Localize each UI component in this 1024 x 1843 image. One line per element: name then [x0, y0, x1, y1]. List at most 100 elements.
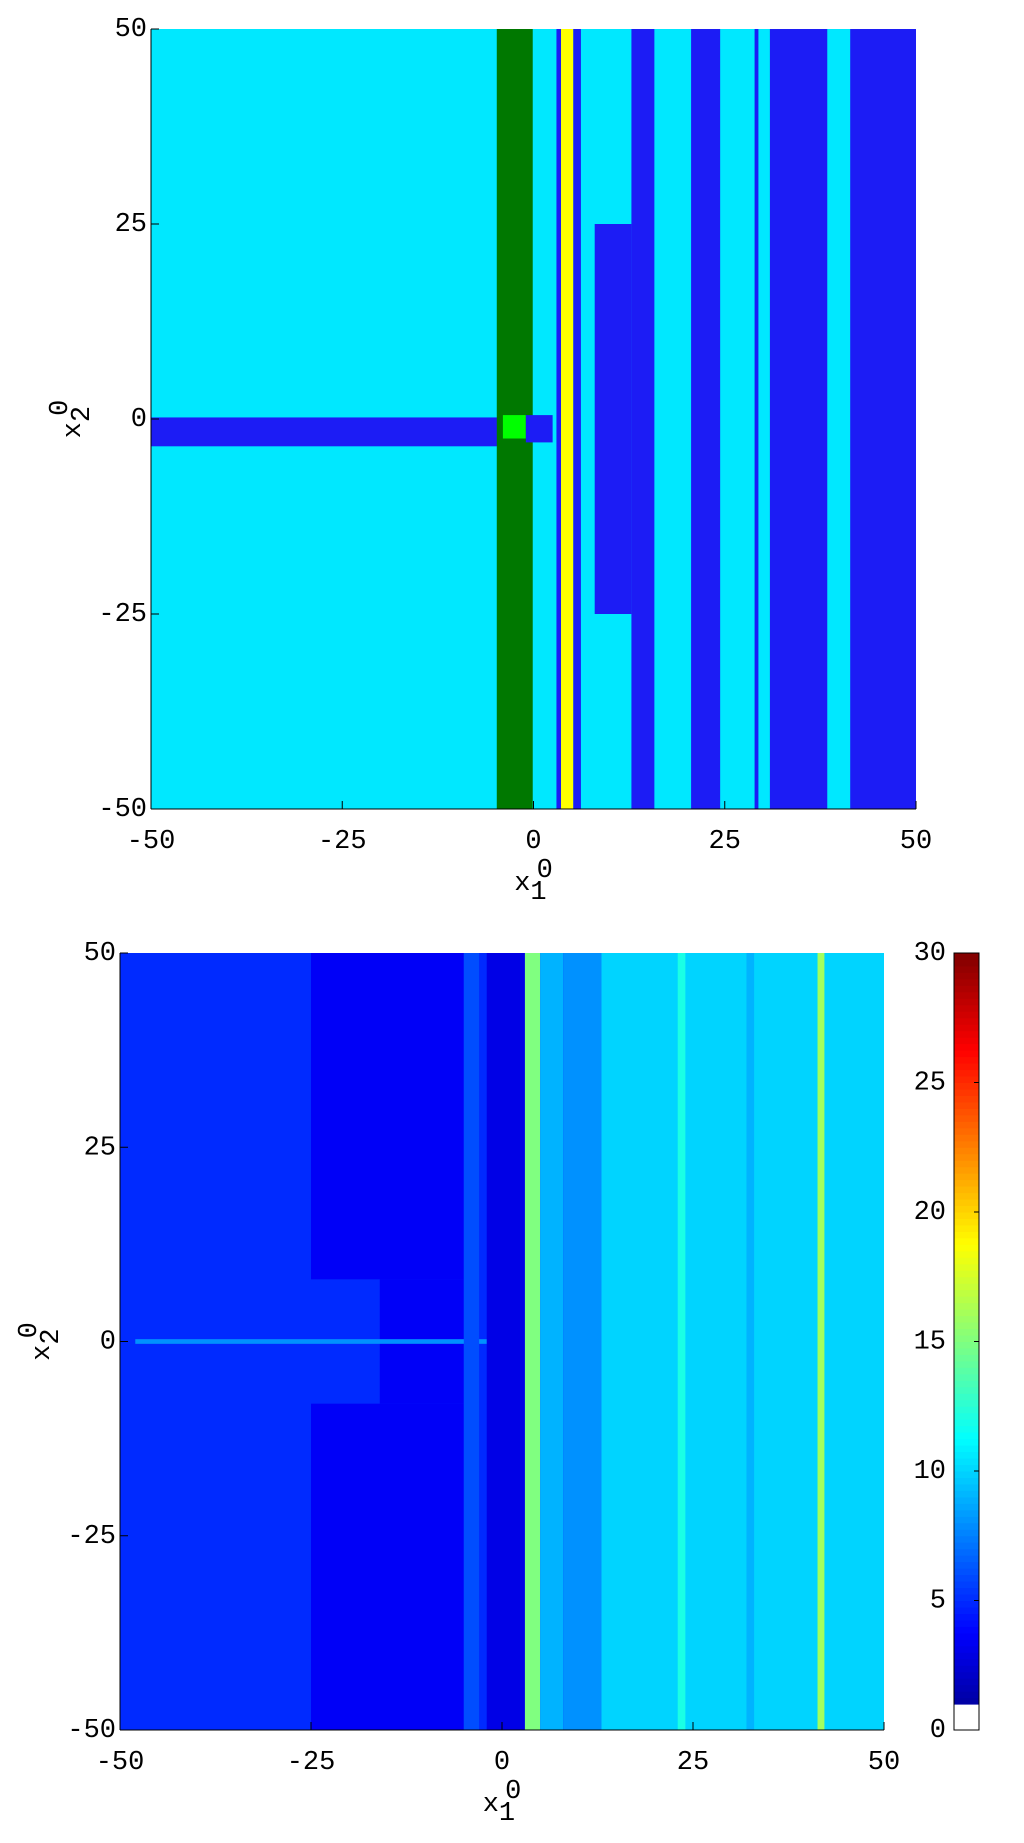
- colorbar-segment: [954, 1600, 979, 1608]
- colorbar-segment: [954, 1147, 979, 1155]
- colorbar-segment: [954, 1192, 979, 1200]
- colorbar-segment: [954, 1186, 979, 1194]
- colorbar-segment: [954, 1535, 979, 1543]
- colorbar-segment: [954, 1076, 979, 1083]
- colorbar-segment: [954, 1639, 979, 1647]
- cell: [135, 1339, 502, 1344]
- axis-label: x10: [483, 1777, 522, 1829]
- x-tick-label: -25: [318, 827, 367, 857]
- colorbar-segment: [954, 1043, 979, 1051]
- colorbar-segment: [954, 1438, 979, 1446]
- label-base: x: [28, 1345, 58, 1361]
- colorbar-segment: [954, 1341, 979, 1349]
- colorbar-segment: [954, 1594, 979, 1601]
- label-base: x: [59, 422, 89, 438]
- colorbar-segment: [954, 1619, 979, 1627]
- colorbar-tick-label: 25: [914, 1069, 946, 1099]
- cell: [631, 29, 655, 809]
- colorbar-segment: [954, 1529, 979, 1537]
- cell: [540, 953, 564, 1730]
- colorbar-segment: [954, 1289, 979, 1297]
- colorbar-segment: [954, 1380, 979, 1388]
- colorbar-segment: [954, 1173, 979, 1181]
- label-sub: 1: [530, 878, 546, 908]
- colorbar-segment: [954, 1095, 979, 1103]
- colorbar-segment: [954, 1179, 979, 1187]
- cell: [463, 953, 480, 1730]
- colorbar-segment: [954, 1011, 979, 1019]
- colorbar-segment: [954, 1490, 979, 1498]
- cell: [746, 953, 755, 1730]
- colorbar-segment: [954, 1360, 979, 1368]
- colorbar-segment: [954, 1704, 979, 1712]
- label-sub: 1: [499, 1799, 515, 1829]
- colorbar-segment: [954, 1231, 979, 1239]
- colorbar-segment: [954, 1205, 979, 1213]
- colorbar-segment: [954, 978, 979, 986]
- x-tick-label: -50: [96, 1748, 145, 1778]
- colorbar-segment: [954, 1069, 979, 1077]
- cell: [850, 29, 916, 809]
- colorbar-segment: [954, 1218, 979, 1226]
- colorbar-tick-label: 15: [914, 1328, 946, 1358]
- colorbar-segment: [954, 1050, 979, 1058]
- colorbar-tick-label: 10: [914, 1457, 946, 1487]
- cell: [691, 29, 721, 809]
- y-tick-label: 0: [100, 1328, 116, 1358]
- cell: [524, 953, 541, 1730]
- colorbar-segment: [954, 1347, 979, 1355]
- x-tick-label: 0: [525, 827, 541, 857]
- x-tick-label: 25: [709, 827, 741, 857]
- label-sub: 2: [68, 406, 98, 422]
- colorbar-segment: [954, 1335, 979, 1342]
- x-tick-label: -25: [287, 1748, 336, 1778]
- colorbar-segment: [954, 1212, 979, 1219]
- colorbar-segment: [954, 1283, 979, 1291]
- colorbar-segment: [954, 1587, 979, 1595]
- colorbar-segment: [954, 1386, 979, 1394]
- colorbar-segment: [954, 1056, 979, 1064]
- colorbar-segment: [954, 1522, 979, 1530]
- colorbar-segment: [954, 1632, 979, 1640]
- x-tick-label: -50: [127, 827, 176, 857]
- colorbar-segment: [954, 1166, 979, 1174]
- cell: [311, 1403, 464, 1730]
- colorbar-segment: [954, 991, 979, 999]
- colorbar-segment: [954, 965, 979, 973]
- colorbar-segment: [954, 1542, 979, 1550]
- colorbar-segment: [954, 1263, 979, 1271]
- axis-label: x10: [514, 856, 553, 908]
- label-base: x: [483, 1790, 499, 1820]
- label-sup: 0: [537, 856, 553, 886]
- colorbar-segment: [954, 1224, 979, 1232]
- colorbar-segment: [954, 1101, 979, 1109]
- colorbar-segment: [954, 1516, 979, 1524]
- colorbar-segment: [954, 1568, 979, 1576]
- colorbar-segment: [954, 1464, 979, 1472]
- cell: [573, 29, 581, 809]
- colorbar-segment: [954, 1561, 979, 1569]
- colorbar-segment: [954, 1555, 979, 1563]
- colorbar-segment: [954, 959, 979, 967]
- cell: [817, 953, 825, 1730]
- colorbar-segment: [954, 1199, 979, 1207]
- colorbar-segment: [954, 1004, 979, 1012]
- colorbar-segment: [954, 1684, 979, 1692]
- colorbar-segment: [954, 1399, 979, 1407]
- x-tick-label: 50: [900, 827, 932, 857]
- axis-label: x20: [46, 400, 98, 439]
- cell: [561, 29, 574, 809]
- colorbar-segment: [954, 1548, 979, 1556]
- y-tick-label: -50: [98, 795, 147, 825]
- colorbar-segment: [954, 1483, 979, 1491]
- y-tick-label: 0: [131, 405, 147, 435]
- colorbar-segment: [954, 1496, 979, 1504]
- colorbar-segment: [954, 1406, 979, 1414]
- colorbar-segment: [954, 1121, 979, 1129]
- colorbar-segment: [954, 1140, 979, 1148]
- colorbar-segment: [954, 1658, 979, 1666]
- colorbar-segment: [954, 1717, 979, 1725]
- colorbar-segment: [954, 1393, 979, 1401]
- colorbar-segment: [954, 1127, 979, 1135]
